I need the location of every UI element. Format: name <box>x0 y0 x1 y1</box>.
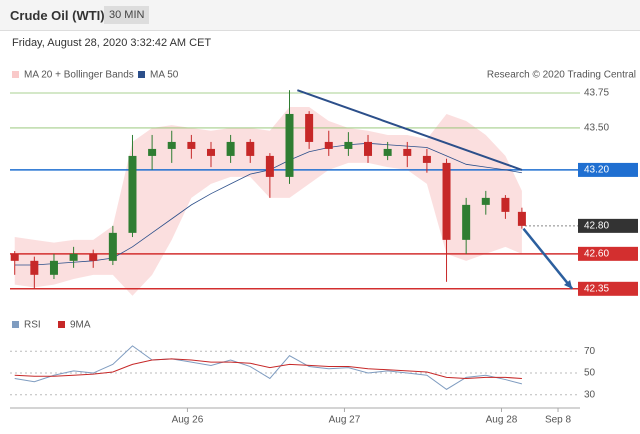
interval-button[interactable]: 30 MIN <box>104 6 150 24</box>
candle-body <box>246 141 255 156</box>
x-tick-label: Aug 26 <box>172 415 204 426</box>
x-tick-label: Aug 28 <box>486 415 518 426</box>
candle-body <box>10 253 19 261</box>
level-label: 43.50 <box>584 123 609 134</box>
candle-body <box>285 113 294 177</box>
candle-body <box>383 148 392 156</box>
candle-body <box>226 141 235 156</box>
candle-body <box>462 204 471 240</box>
trendline <box>297 89 523 171</box>
x-tick-label: Aug 27 <box>329 415 361 426</box>
level-label: 42.60 <box>584 248 609 259</box>
candle-body <box>167 141 176 149</box>
y-tick-label: 30 <box>584 389 596 400</box>
candle-body <box>30 260 39 275</box>
title: Crude Oil (WTI) <box>10 8 105 23</box>
level-label: 43.20 <box>584 165 609 176</box>
candle-body <box>49 260 58 275</box>
candle-body <box>69 253 78 261</box>
candle-body <box>108 232 117 261</box>
legend-label: MA 50 <box>150 70 179 81</box>
level-box <box>578 218 638 233</box>
legend-swatch <box>138 71 145 78</box>
source: Research © 2020 Trading Central <box>487 70 636 81</box>
level-label: 42.35 <box>584 283 609 294</box>
legend-label: MA 20 + Bollinger Bands <box>24 70 134 81</box>
y-tick-label: 70 <box>584 346 596 357</box>
level-label: 43.75 <box>584 88 609 99</box>
bollinger-band <box>14 106 522 296</box>
candle-body <box>265 155 274 177</box>
y-tick-label: 50 <box>584 368 596 379</box>
candle-body <box>128 155 137 233</box>
candle-body <box>501 197 510 212</box>
candle-body <box>324 141 333 149</box>
candle-body <box>403 148 412 156</box>
candle-body <box>422 155 431 163</box>
candle-body <box>364 141 373 156</box>
candle-body <box>148 148 157 156</box>
level-box <box>578 162 638 177</box>
arrow-head <box>564 280 573 289</box>
candle-body <box>305 113 314 142</box>
legend-label: 9MA <box>70 320 91 331</box>
candle-body <box>344 141 353 149</box>
level-box <box>578 246 638 261</box>
legend-swatch <box>12 321 19 328</box>
candle-body <box>206 148 215 156</box>
legend-swatch <box>58 321 65 328</box>
rsi-line <box>14 358 522 379</box>
candle-body <box>187 141 196 149</box>
level-label: 42.80 <box>584 221 609 232</box>
candle-body <box>481 197 490 205</box>
legend-label: RSI <box>24 320 41 331</box>
arrow <box>522 227 574 290</box>
candle-body <box>517 211 526 226</box>
candle-body <box>442 162 451 240</box>
level-box <box>578 281 638 296</box>
legend-swatch <box>12 71 19 78</box>
date: Friday, August 28, 2020 3:32:42 AM CET <box>12 37 212 49</box>
candle-body <box>89 253 98 261</box>
x-tick-label: Sep 8 <box>545 415 572 426</box>
rsi-line <box>14 345 523 390</box>
